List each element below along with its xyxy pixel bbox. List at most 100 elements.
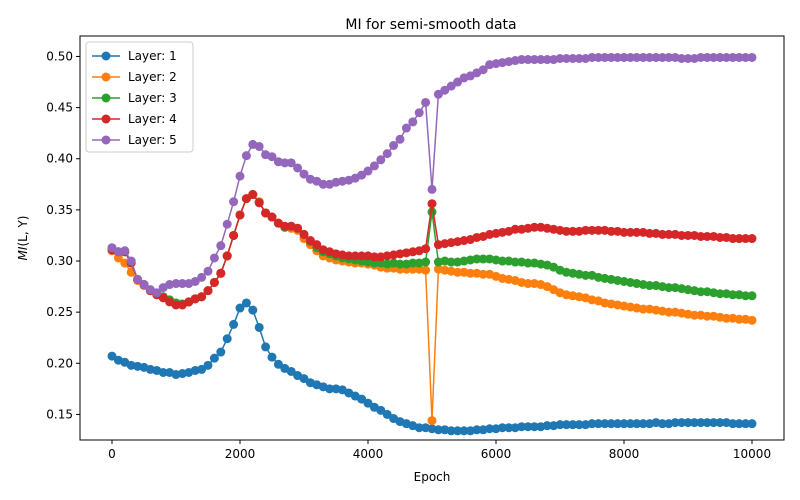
x-tick-label: 10000 xyxy=(733,447,771,461)
x-tick-label: 6000 xyxy=(481,447,512,461)
data-point xyxy=(152,288,162,298)
data-point xyxy=(376,155,386,165)
data-point xyxy=(427,199,437,209)
x-tick-label: 0 xyxy=(108,447,116,461)
data-point xyxy=(133,274,143,284)
data-point xyxy=(587,52,597,62)
y-tick-label: 0.20 xyxy=(46,356,73,370)
data-point xyxy=(517,55,527,65)
data-point xyxy=(414,423,424,433)
y-tick-label: 0.15 xyxy=(46,407,73,421)
data-point xyxy=(638,304,648,314)
data-point xyxy=(619,52,629,62)
series-layer-1 xyxy=(107,298,757,436)
data-point xyxy=(203,286,213,296)
data-point xyxy=(702,311,712,321)
data-point xyxy=(453,77,463,87)
data-point xyxy=(606,226,616,236)
legend-entry: Layer: 5 xyxy=(92,133,177,147)
data-point xyxy=(325,384,335,394)
data-point xyxy=(561,54,571,63)
data-point xyxy=(536,55,546,65)
legend-entry: Layer: 4 xyxy=(92,112,177,126)
data-point xyxy=(421,97,431,107)
data-point xyxy=(350,251,360,261)
y-axis-title-main: MI xyxy=(16,246,30,260)
data-point xyxy=(619,419,629,429)
data-point xyxy=(657,419,667,429)
data-point xyxy=(734,234,744,244)
data-point xyxy=(197,364,207,374)
data-point xyxy=(369,161,379,171)
data-point xyxy=(273,359,283,369)
data-point xyxy=(344,251,354,261)
legend-marker xyxy=(101,135,111,145)
data-point xyxy=(645,281,655,291)
data-point xyxy=(645,228,655,238)
data-point xyxy=(504,423,514,433)
data-point xyxy=(427,184,437,194)
data-point xyxy=(510,257,520,267)
data-point xyxy=(568,54,578,63)
y-tick-label: 0.25 xyxy=(46,305,73,319)
data-point xyxy=(427,416,437,426)
data-point xyxy=(715,52,725,62)
data-point xyxy=(574,420,584,430)
data-point xyxy=(254,322,264,332)
data-point xyxy=(593,419,603,429)
data-point xyxy=(523,258,533,268)
data-point xyxy=(529,422,539,432)
data-point xyxy=(267,152,277,162)
data-point xyxy=(171,300,181,310)
data-point xyxy=(645,52,655,62)
data-point xyxy=(421,244,431,254)
data-point xyxy=(235,210,245,220)
data-point xyxy=(395,134,405,144)
data-point xyxy=(728,52,738,62)
legend-marker xyxy=(101,72,111,82)
data-point xyxy=(357,251,367,261)
data-point xyxy=(261,342,271,352)
y-tick-label: 0.35 xyxy=(46,203,73,217)
data-point xyxy=(587,419,597,429)
data-point xyxy=(657,52,667,62)
y-axis: 0.15 0.20 0.25 0.30 0.35 0.40 0.45 0.50 xyxy=(46,49,80,421)
legend-entry: Layer: 3 xyxy=(92,91,177,105)
data-point xyxy=(664,52,674,62)
data-point xyxy=(625,227,635,237)
data-point xyxy=(709,418,719,428)
y-axis-title: MI(L, Y) xyxy=(16,216,30,261)
data-point xyxy=(440,85,450,95)
data-point xyxy=(197,272,207,282)
y-tick-label: 0.45 xyxy=(46,101,73,115)
data-point xyxy=(600,419,610,429)
data-point xyxy=(177,279,187,289)
y-tick-label: 0.30 xyxy=(46,254,73,268)
data-point xyxy=(715,418,725,428)
data-point xyxy=(433,89,443,99)
data-point xyxy=(587,225,597,235)
data-point xyxy=(299,169,309,179)
data-point xyxy=(267,352,277,362)
data-point xyxy=(478,269,488,279)
data-point xyxy=(241,194,251,204)
data-point xyxy=(696,287,706,297)
y-tick-label: 0.50 xyxy=(46,49,73,63)
data-point xyxy=(222,251,232,261)
data-point xyxy=(241,151,251,161)
data-point xyxy=(593,225,603,235)
data-point xyxy=(664,307,674,317)
data-point xyxy=(702,52,712,62)
data-point xyxy=(120,246,130,256)
data-point xyxy=(299,229,309,239)
data-point xyxy=(171,279,181,289)
data-point xyxy=(561,420,571,430)
data-point xyxy=(715,289,725,299)
data-point xyxy=(408,258,418,268)
series-layer-5 xyxy=(107,52,757,298)
data-point xyxy=(369,252,379,262)
data-point xyxy=(689,310,699,320)
data-point xyxy=(741,291,751,301)
chart-title: MI for semi-smooth data xyxy=(345,17,516,33)
data-point xyxy=(696,418,706,428)
